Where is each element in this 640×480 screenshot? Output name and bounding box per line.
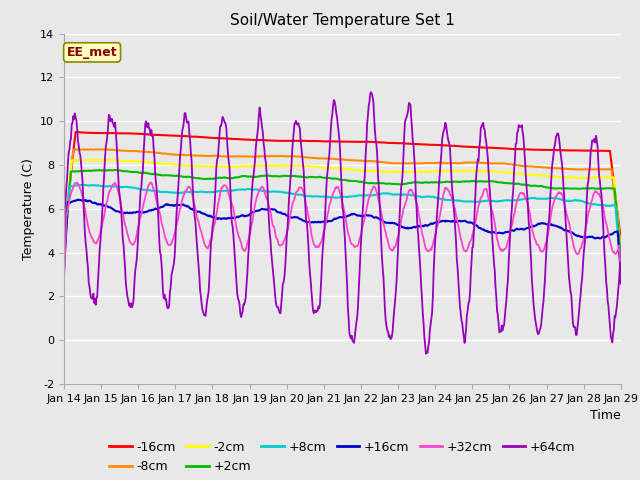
-2cm: [207, 164, 215, 169]
+8cm: [79, 182, 87, 188]
+64cm: [367, 89, 375, 95]
+2cm: [183, 174, 191, 180]
+64cm: [568, 292, 575, 298]
-16cm: [444, 143, 451, 148]
+8cm: [617, 265, 625, 271]
+16cm: [389, 220, 397, 226]
+64cm: [334, 122, 342, 128]
-2cm: [60, 248, 68, 253]
+8cm: [183, 189, 191, 195]
-2cm: [566, 174, 574, 180]
-8cm: [335, 156, 342, 162]
+16cm: [335, 215, 342, 220]
+2cm: [617, 253, 625, 259]
+8cm: [444, 197, 451, 203]
-16cm: [207, 135, 215, 141]
+32cm: [389, 248, 397, 253]
+8cm: [335, 195, 342, 201]
-16cm: [617, 237, 625, 242]
+64cm: [182, 115, 190, 121]
+16cm: [566, 229, 574, 235]
+2cm: [566, 186, 574, 192]
+2cm: [335, 176, 342, 182]
+2cm: [60, 253, 68, 259]
Line: +2cm: +2cm: [64, 170, 621, 256]
+2cm: [207, 176, 215, 181]
-8cm: [86, 146, 94, 152]
-2cm: [335, 165, 342, 171]
Text: EE_met: EE_met: [67, 46, 117, 59]
-16cm: [183, 133, 191, 139]
+32cm: [147, 180, 154, 186]
Line: +64cm: +64cm: [64, 92, 621, 354]
+8cm: [566, 198, 574, 204]
+2cm: [389, 181, 397, 187]
Line: -8cm: -8cm: [64, 149, 621, 251]
-16cm: [389, 140, 397, 146]
+32cm: [207, 236, 215, 241]
+16cm: [444, 218, 451, 224]
-8cm: [207, 153, 215, 159]
-16cm: [60, 233, 68, 239]
+16cm: [74, 197, 82, 203]
-8cm: [389, 160, 397, 166]
+16cm: [207, 213, 215, 219]
+32cm: [617, 272, 625, 278]
-2cm: [444, 168, 451, 174]
+8cm: [389, 192, 397, 197]
+8cm: [207, 189, 215, 195]
Line: +32cm: +32cm: [64, 183, 621, 281]
+64cm: [389, 328, 397, 334]
Legend: -16cm, -8cm, -2cm, +2cm, +8cm, +16cm, +32cm, +64cm: -16cm, -8cm, -2cm, +2cm, +8cm, +16cm, +3…: [104, 436, 580, 478]
Line: +8cm: +8cm: [64, 185, 621, 268]
+16cm: [183, 204, 191, 209]
-8cm: [60, 238, 68, 244]
-8cm: [617, 248, 625, 254]
-8cm: [444, 160, 451, 166]
+16cm: [617, 271, 625, 277]
+64cm: [60, 255, 68, 261]
Line: +16cm: +16cm: [64, 200, 621, 274]
-8cm: [183, 152, 191, 158]
+32cm: [566, 228, 574, 234]
Title: Soil/Water Temperature Set 1: Soil/Water Temperature Set 1: [230, 13, 455, 28]
+8cm: [60, 255, 68, 261]
Y-axis label: Temperature (C): Temperature (C): [22, 158, 35, 260]
-2cm: [389, 169, 397, 175]
-8cm: [566, 166, 574, 172]
+16cm: [60, 268, 68, 274]
+32cm: [60, 278, 68, 284]
Line: -2cm: -2cm: [64, 160, 621, 251]
+2cm: [111, 167, 119, 173]
-2cm: [183, 163, 191, 169]
+64cm: [422, 351, 430, 357]
+64cm: [617, 281, 625, 287]
-2cm: [75, 157, 83, 163]
+32cm: [444, 186, 451, 192]
Line: -16cm: -16cm: [64, 132, 621, 240]
-16cm: [335, 139, 342, 144]
+32cm: [335, 186, 342, 192]
-2cm: [617, 248, 625, 253]
+32cm: [183, 186, 191, 192]
+64cm: [445, 138, 452, 144]
+64cm: [206, 259, 214, 264]
+2cm: [444, 179, 451, 184]
-16cm: [72, 129, 79, 135]
X-axis label: Time: Time: [590, 409, 621, 422]
-16cm: [566, 148, 574, 154]
